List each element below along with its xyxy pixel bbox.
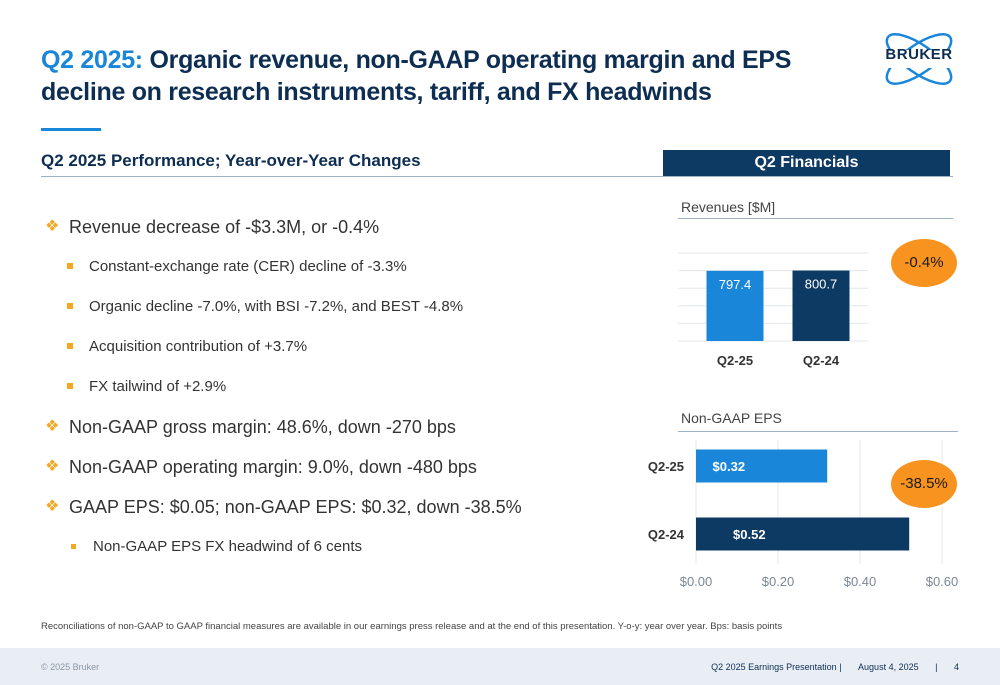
revenue-bar-chart: 797.4 Q2-25 800.7 Q2-24 xyxy=(678,252,868,368)
revenue-change-bubble: -0.4% xyxy=(891,239,957,287)
footer-info: Q2 2025 Earnings Presentation | August 4… xyxy=(697,662,959,672)
revenue-bar xyxy=(706,270,764,341)
presentation-date: August 4, 2025 xyxy=(858,662,919,672)
eps-category-label: Q2-25 xyxy=(648,459,684,474)
presentation-name: Q2 2025 Earnings Presentation | xyxy=(711,662,842,672)
revenue-chart-title: Revenues [$M] xyxy=(681,199,776,215)
eps-chart-rule xyxy=(678,431,958,432)
footer-band xyxy=(0,648,1000,685)
section-divider xyxy=(41,176,953,177)
copyright: © 2025 Bruker xyxy=(41,662,100,672)
square-bullet-icon xyxy=(71,544,76,549)
performance-bullets: ❖ Revenue decrease of -$3.3M, or -0.4% Co… xyxy=(45,212,645,572)
eps-chart-title: Non-GAAP EPS xyxy=(681,410,782,426)
square-bullet-icon xyxy=(67,343,73,349)
footer-separator: | xyxy=(935,662,938,672)
eps-bar xyxy=(696,449,828,483)
sub-bullet-fx: FX tailwind of +2.9% xyxy=(45,372,645,412)
revenue-chart-rule xyxy=(678,218,953,219)
sub-bullet-organic: Organic decline -7.0%, with BSI -7.2%, a… xyxy=(45,292,645,332)
revenue-bar xyxy=(792,270,850,341)
eps-bar-chart: $0.00 $0.20 $0.40 $0.60 $0.32 Q2-25 $0.52 Q2-2… xyxy=(648,440,959,589)
q2-financials-header: Q2 Financials xyxy=(663,150,950,176)
bullet-eps: ❖ GAAP EPS: $0.05; non-GAAP EPS: $0.32, d… xyxy=(45,492,645,532)
title-accent: Q2 2025: xyxy=(41,46,143,74)
eps-tick-label: $0.40 xyxy=(844,574,877,589)
logo-text: BRUKER xyxy=(885,46,953,63)
eps-bar-value: $0.52 xyxy=(733,527,766,542)
square-bullet-icon xyxy=(67,263,73,269)
revenue-bar-value: 797.4 xyxy=(719,277,752,292)
sub-bullet-acquisition: Acquisition contribution of +3.7% xyxy=(45,332,645,372)
bruker-logo: BRUKER xyxy=(878,28,960,90)
eps-tick-label: $0.00 xyxy=(680,574,713,589)
eps-bars: $0.32 Q2-25 $0.52 Q2-24 xyxy=(648,449,910,551)
eps-bar-value: $0.32 xyxy=(713,459,746,474)
revenue-category-label: Q2-24 xyxy=(803,353,840,368)
revenue-bar-value: 800.7 xyxy=(805,277,838,292)
eps-tick-label: $0.60 xyxy=(926,574,959,589)
eps-grid: $0.00 $0.20 $0.40 $0.60 xyxy=(680,440,959,589)
bullet-operating-margin: ❖ Non-GAAP operating margin: 9.0%, down -… xyxy=(45,452,645,492)
bullet-gross-margin: ❖ Non-GAAP gross margin: 48.6%, down -270… xyxy=(45,412,645,452)
revenue-category-label: Q2-25 xyxy=(717,353,753,368)
title-text: Organic revenue, non-GAAP operating marg… xyxy=(41,46,792,106)
sub-bullet-eps-fx: Non-GAAP EPS FX headwind of 6 cents xyxy=(45,532,645,572)
page-title: Q2 2025: Organic revenue, non-GAAP opera… xyxy=(41,44,841,108)
square-bullet-icon xyxy=(67,383,73,389)
footnote: Reconciliations of non-GAAP to GAAP fina… xyxy=(41,621,783,632)
eps-bar xyxy=(696,517,910,551)
title-underline xyxy=(41,128,101,131)
eps-tick-label: $0.20 xyxy=(762,574,795,589)
page-number: 4 xyxy=(953,662,959,672)
logo-graphic xyxy=(884,33,954,85)
diamond-bullet-icon: ❖ xyxy=(45,218,60,235)
revenue-bars: 797.4 Q2-25 800.7 Q2-24 xyxy=(706,270,850,368)
bullet-revenue: ❖ Revenue decrease of -$3.3M, or -0.4% xyxy=(45,212,645,252)
diamond-bullet-icon: ❖ xyxy=(45,418,60,435)
square-bullet-icon xyxy=(67,303,73,309)
section-subheading: Q2 2025 Performance; Year-over-Year Chan… xyxy=(41,151,421,170)
sub-bullet-cer: Constant-exchange rate (CER) decline of … xyxy=(45,252,645,292)
diamond-bullet-icon: ❖ xyxy=(45,458,60,475)
diamond-bullet-icon: ❖ xyxy=(45,498,60,515)
eps-category-label: Q2-24 xyxy=(648,527,685,542)
eps-change-bubble: -38.5% xyxy=(891,460,957,508)
